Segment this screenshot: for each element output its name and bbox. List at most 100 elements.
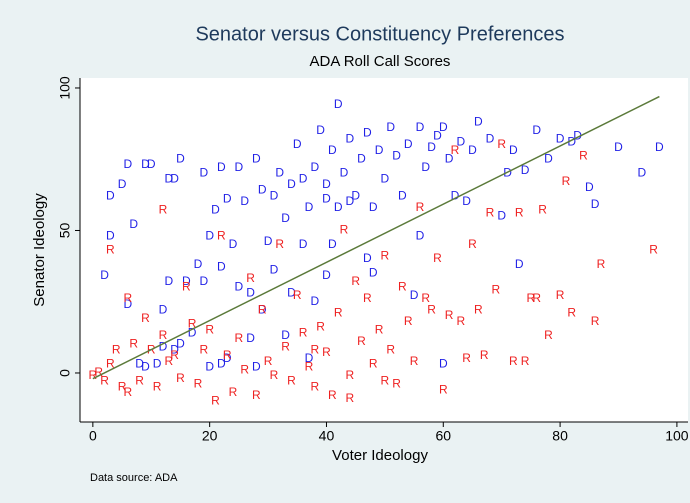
point-marker: D [421, 160, 430, 174]
point-marker: D [229, 237, 238, 251]
point-marker: R [421, 291, 430, 305]
point-marker: D [445, 151, 454, 165]
point-marker: D [217, 160, 226, 174]
point-marker: R [363, 291, 372, 305]
point-marker: R [597, 257, 606, 271]
point-marker: R [544, 328, 553, 342]
point-marker: D [322, 177, 331, 191]
point-marker: D [591, 197, 600, 211]
fit-line [92, 95, 660, 380]
point-marker: R [451, 143, 460, 157]
point-marker: R [486, 206, 495, 220]
point-marker: R [369, 357, 378, 371]
point-marker: D [211, 203, 220, 217]
point-marker: R [129, 337, 138, 351]
point-marker: R [223, 348, 232, 362]
point-marker: D [322, 268, 331, 282]
point-marker: R [164, 354, 173, 368]
point-marker: R [492, 282, 501, 296]
point-marker: D [410, 288, 419, 302]
point-marker: R [404, 314, 413, 328]
point-marker: D [299, 171, 308, 185]
point-marker: R [480, 348, 489, 362]
x-tick-label: 100 [665, 428, 689, 444]
point-marker: R [229, 385, 238, 399]
point-marker: D [235, 280, 244, 294]
point-marker: D [305, 351, 314, 365]
point-marker: R [509, 354, 518, 368]
point-marker: R [316, 320, 325, 334]
point-marker: D [223, 351, 232, 365]
point-marker: R [275, 237, 284, 251]
point-marker: D [205, 359, 214, 373]
point-marker: R [293, 288, 302, 302]
point-marker: D [258, 302, 267, 316]
point-marker: R [118, 379, 127, 393]
point-marker: R [427, 302, 436, 316]
point-marker: R [135, 374, 144, 388]
point-marker: R [100, 374, 109, 388]
point-marker: D [235, 160, 244, 174]
point-marker: D [638, 166, 647, 180]
x-axis-label: Voter Ideology [332, 447, 428, 464]
point-marker: D [194, 257, 203, 271]
point-marker: R [381, 248, 390, 262]
point-marker: D [153, 357, 162, 371]
point-marker: D [246, 331, 255, 345]
point-marker: R [445, 308, 454, 322]
point-marker: D [351, 188, 360, 202]
point-marker: D [363, 126, 372, 140]
point-marker: R [649, 243, 658, 257]
point-marker: D [515, 257, 524, 271]
point-marker: R [252, 388, 261, 402]
y-tick-label: 0 [57, 369, 73, 377]
point-marker: D [281, 328, 290, 342]
point-marker: R [246, 271, 255, 285]
point-marker: D [456, 134, 465, 148]
point-marker: R [556, 288, 565, 302]
y-tick-label: 50 [57, 222, 73, 238]
point-marker: D [439, 357, 448, 371]
point-marker: D [252, 359, 261, 373]
point-marker: R [287, 374, 296, 388]
point-marker: R [264, 354, 273, 368]
point-marker: R [521, 354, 530, 368]
point-marker: D [655, 140, 664, 154]
point-marker: D [573, 129, 582, 143]
plot-area [80, 78, 688, 422]
point-marker: D [386, 120, 395, 134]
point-marker: D [345, 194, 354, 208]
point-marker: D [310, 294, 319, 308]
point-marker: D [129, 217, 138, 231]
point-marker: R [159, 203, 168, 217]
point-marker: R [112, 342, 121, 356]
point-marker: D [217, 357, 226, 371]
point-marker: R [468, 237, 477, 251]
point-marker: D [281, 211, 290, 225]
point-marker: R [456, 314, 465, 328]
point-marker: D [199, 274, 208, 288]
point-marker: D [451, 188, 460, 202]
point-marker: D [159, 302, 168, 316]
point-marker: D [416, 120, 425, 134]
point-marker: D [439, 120, 448, 134]
point-marker: R [176, 371, 185, 385]
point-marker: D [556, 131, 565, 145]
point-marker: R [328, 388, 337, 402]
point-marker: R [410, 354, 419, 368]
point-marker: R [188, 317, 197, 331]
y-tick-label: 100 [57, 76, 73, 100]
footnote: Data source: ADA [90, 472, 178, 484]
point-marker: D [199, 166, 208, 180]
point-marker: D [141, 157, 150, 171]
point-marker: D [433, 129, 442, 143]
x-tick-label: 0 [89, 428, 97, 444]
point-marker: D [106, 188, 115, 202]
point-marker: R [124, 291, 133, 305]
point-marker: R [270, 368, 279, 382]
point-marker: D [287, 177, 296, 191]
point-marker: R [527, 291, 536, 305]
point-marker: D [118, 177, 127, 191]
point-marker: D [264, 234, 273, 248]
point-marker: R [497, 137, 506, 151]
